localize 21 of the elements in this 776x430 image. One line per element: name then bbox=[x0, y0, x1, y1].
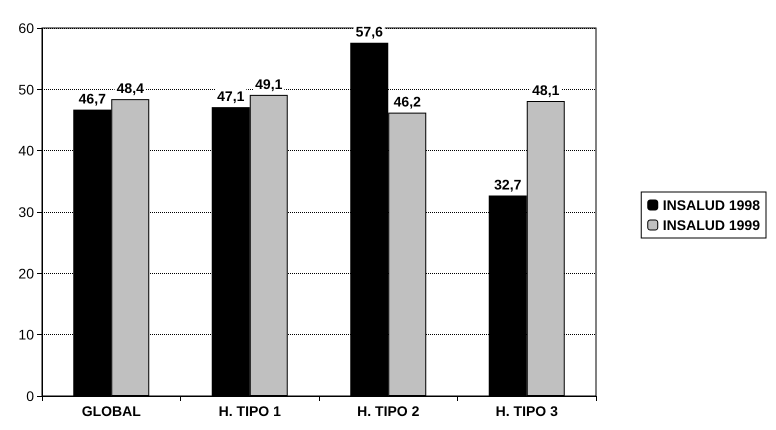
data-label: 32,7 bbox=[494, 176, 522, 192]
data-label: 46,7 bbox=[78, 90, 106, 107]
data-label: 48,4 bbox=[116, 80, 144, 96]
data-label: 49,1 bbox=[255, 76, 283, 92]
x-tick-label: H. TIPO 3 bbox=[496, 403, 558, 419]
legend-label: INSALUD 1998 bbox=[662, 197, 760, 213]
y-tick-label: 30 bbox=[18, 204, 34, 220]
y-tick-label: 50 bbox=[18, 81, 34, 98]
y-tick-label: 20 bbox=[18, 265, 34, 282]
data-label: 46,2 bbox=[394, 94, 422, 110]
y-tick-label: 60 bbox=[18, 20, 34, 36]
data-label: 57,6 bbox=[356, 24, 384, 40]
x-tick-label: H. TIPO 2 bbox=[357, 403, 420, 419]
x-tick-label: GLOBAL bbox=[82, 403, 142, 419]
data-label: 48,1 bbox=[532, 82, 560, 98]
y-tick-label: 10 bbox=[18, 326, 34, 343]
y-tick-label: 0 bbox=[26, 388, 34, 404]
x-tick-label: H. TIPO 1 bbox=[218, 403, 282, 419]
data-label: 47,1 bbox=[217, 88, 245, 104]
legend-label: INSALUD 1999 bbox=[662, 217, 760, 233]
y-tick-label: 40 bbox=[18, 142, 34, 159]
